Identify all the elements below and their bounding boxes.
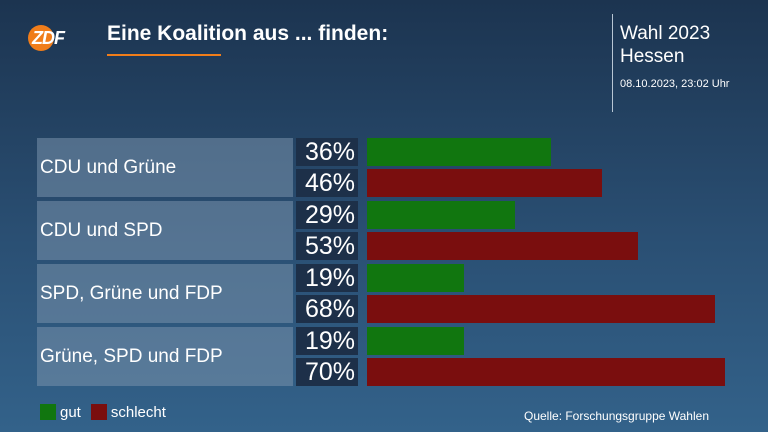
bar-schlecht — [367, 295, 715, 323]
zdf-logo: ZDF — [28, 25, 80, 51]
source-note: Quelle: Forschungsgruppe Wahlen — [524, 409, 709, 423]
value-label-schlecht: 53% — [296, 232, 358, 260]
coalition-row: SPD, Grüne und FDP 19% 68% — [37, 264, 737, 323]
legend-swatch-gut — [40, 404, 56, 420]
election-year: Wahl 2023 — [620, 23, 711, 44]
bar-schlecht — [367, 169, 603, 197]
value-label-gut: 19% — [296, 327, 358, 355]
bar-gut — [367, 264, 465, 292]
coalition-label-box: Grüne, SPD und FDP — [37, 327, 293, 386]
coalition-row: CDU und Grüne 36% 46% — [37, 138, 737, 197]
coalition-label: SPD, Grüne und FDP — [40, 283, 223, 304]
election-name: Wahl 2023 Hessen — [620, 22, 710, 68]
coalition-label-box: SPD, Grüne und FDP — [37, 264, 293, 323]
bar-schlecht — [367, 232, 639, 260]
bar-gut — [367, 201, 516, 229]
election-region: Hessen — [620, 46, 685, 67]
coalition-label-box: CDU und SPD — [37, 201, 293, 260]
legend-label-schlecht: schlecht — [110, 403, 166, 421]
legend-label-gut: gut — [60, 403, 81, 421]
zdf-logo-text: ZDF — [32, 28, 65, 48]
coalition-label: CDU und Grüne — [40, 157, 177, 178]
coalition-row: CDU und SPD 29% 53% — [37, 201, 737, 260]
legend-swatch-schlecht — [90, 404, 107, 420]
header-divider — [612, 14, 613, 112]
legend: gut schlecht — [40, 403, 176, 421]
value-label-gut: 29% — [296, 201, 358, 229]
coalition-row: Grüne, SPD und FDP 19% 70% — [37, 327, 737, 386]
value-label-gut: 36% — [296, 138, 358, 166]
zdf-logo-circle — [28, 25, 54, 51]
coalition-label: CDU und SPD — [40, 220, 163, 241]
value-label-gut: 19% — [296, 264, 358, 292]
value-label-schlecht: 68% — [296, 295, 358, 323]
value-label-schlecht: 70% — [296, 358, 358, 386]
coalition-label-box: CDU und Grüne — [37, 138, 293, 197]
coalition-label: Grüne, SPD und FDP — [40, 346, 223, 367]
title-underline — [107, 54, 221, 56]
timestamp: 08.10.2023, 23:02 Uhr — [620, 78, 730, 90]
bar-gut — [367, 138, 552, 166]
legend-item-schlecht: schlecht — [90, 403, 166, 421]
chart-title: Eine Koalition aus ... finden: — [107, 22, 389, 45]
bar-schlecht — [367, 358, 725, 386]
value-label-schlecht: 46% — [296, 169, 358, 197]
legend-item-gut: gut — [40, 404, 81, 421]
bar-gut — [367, 327, 465, 355]
